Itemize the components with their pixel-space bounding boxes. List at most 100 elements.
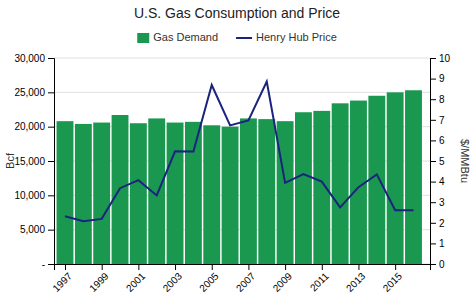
tick: 4 [430,176,445,187]
tick-mark [430,79,436,80]
tick-mark [212,264,213,270]
marks [57,81,422,264]
bar [75,124,92,264]
tick-label: 2 [439,218,445,229]
tick-mark [48,127,54,128]
tick-label: 10 [439,53,451,64]
chart: 1997199920012003200520072009201120132015… [0,0,474,308]
plot-area: 1997199920012003200520072009201120132015… [14,53,450,294]
bar [185,122,202,264]
tick-mark [48,161,54,162]
tick: 2003 [161,264,185,294]
tick-label: 30,000 [14,53,45,64]
tick-label: 5,000 [20,224,45,235]
tick-mark [48,230,54,231]
tick: 3 [430,197,445,208]
y2-axis-title: $/MMBtu [459,139,471,183]
tick-label: 20,000 [14,121,45,132]
tick-mark [430,99,436,100]
tick-label: 2007 [234,270,258,294]
tick-label: 5 [439,156,445,167]
tick: 5 [430,156,445,167]
tick: 2015 [381,264,405,294]
tick-mark [430,161,436,162]
bar [203,125,220,264]
bar [258,119,275,264]
bar [295,112,312,264]
tick: 10 [430,53,451,64]
bar [405,90,422,264]
tick: 2011 [308,264,331,293]
legend: Gas Demand Henry Hub Price [137,31,337,43]
tick-label: 2013 [344,270,368,294]
tick-mark [358,264,359,270]
bar [93,123,110,264]
tick-mark [138,264,139,270]
tick-mark [430,202,436,203]
tick: 2007 [234,264,258,294]
tick: 0 [430,259,445,270]
tick-label: 15,000 [14,156,45,167]
tick-label: 25,000 [14,87,45,98]
line [65,81,413,221]
tick: 2013 [344,264,368,294]
tick: 7 [430,115,445,126]
tick: 2009 [271,264,295,294]
y-axis-title: Bcf [4,152,16,169]
tick-mark [395,264,396,270]
tick: 2005 [197,264,221,294]
tick: 9 [430,73,445,84]
bar [332,103,349,264]
tick-label: 2005 [197,270,221,294]
tick-mark [430,243,436,244]
tick-mark [48,92,54,93]
tick: 8 [430,94,445,105]
tick-mark [430,120,436,121]
tick: 1997 [50,264,74,294]
bar [240,118,257,264]
tick-label: 8 [439,94,445,105]
axis-line [48,59,55,265]
tick-label: - [42,259,45,270]
bar [368,96,385,264]
grid-line [54,58,430,59]
tick-mark [430,223,436,224]
bar-series [57,90,422,264]
tick-mark [430,140,436,141]
y2-axis: 0 1 2 3 4 5 6 7 8 9 10 [430,53,451,270]
legend-item: Henry Hub Price [236,31,337,43]
tick-label: 2009 [271,270,295,294]
x-axis: 1997 1999 2001 2003 2005 2007 2009 2011 2013 2015 [50,264,430,294]
tick-mark [430,58,436,59]
bar [167,123,184,264]
tick: 5,000 [20,224,54,235]
tick-mark [48,195,54,196]
tick-label: 2003 [161,270,185,294]
tick: 1 [430,238,445,249]
bar [57,121,74,264]
tick: 15,000 [14,156,54,167]
legend-item: Gas Demand [137,31,218,43]
tick-label: 2001 [124,270,148,294]
tick-mark [248,264,249,270]
grid-line [54,92,430,93]
tick-mark [430,182,436,183]
tick-mark [102,264,103,270]
tick-label: 3 [439,197,445,208]
bar [313,111,330,264]
tick: 6 [430,135,445,146]
axis-line [55,265,431,271]
y-axis: - 5,000 10,000 15,000 20,000 25,000 30,000 [14,53,54,270]
tick-mark [48,58,54,59]
bar [277,121,294,264]
tick-label: 10,000 [14,190,45,201]
tick-label: 9 [439,73,445,84]
tick-mark [322,264,323,270]
bar [387,92,404,264]
tick-label: 1 [439,238,445,249]
tick: 30,000 [14,53,54,64]
tick-mark [48,264,54,265]
tick-label: 2011 [308,270,331,293]
tick: 1999 [87,264,111,294]
title: U.S. Gas Consumption and Price [134,5,340,21]
